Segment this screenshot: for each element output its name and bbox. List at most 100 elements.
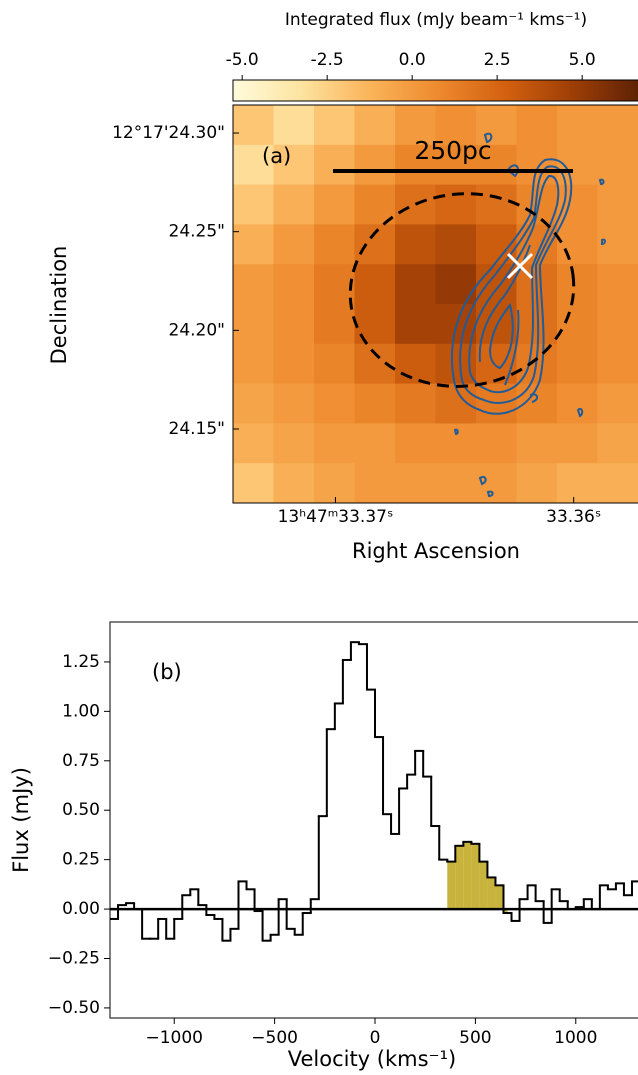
image-pixel <box>233 304 274 344</box>
image-pixel <box>436 224 477 264</box>
panel-label: (b) <box>152 660 182 684</box>
scale-bar-label: 250pc <box>414 136 491 165</box>
image-pixel <box>274 105 315 145</box>
frame <box>110 622 638 1018</box>
image-pixel <box>598 105 638 145</box>
image-pixel <box>274 224 315 264</box>
image-pixel <box>395 344 436 384</box>
shaded-bin <box>495 885 503 909</box>
image-pixel <box>274 423 315 463</box>
image-pixel <box>355 145 396 185</box>
image-pixel <box>314 145 355 185</box>
image-pixel <box>557 384 598 424</box>
image-pixel <box>557 423 598 463</box>
image-pixel <box>395 384 436 424</box>
image-pixel <box>598 185 638 225</box>
y-tick-label: −0.25 <box>48 948 100 968</box>
image-pixel <box>598 423 638 463</box>
image-pixel <box>233 224 274 264</box>
image-pixel <box>598 145 638 185</box>
image-pixel <box>314 423 355 463</box>
image-pixel <box>233 423 274 463</box>
image-pixel <box>476 423 517 463</box>
image-pixel <box>517 105 558 145</box>
y-tick-label: 0.25 <box>62 850 100 870</box>
colorbar-tick-label: 0.0 <box>399 50 426 70</box>
y-tick-label: 1.00 <box>62 701 100 721</box>
x-tick-label: 500 <box>459 1028 491 1048</box>
image-pixel <box>395 224 436 264</box>
image-pixel <box>557 105 598 145</box>
y-axis-label: Declination <box>47 246 71 365</box>
image-pixel <box>598 264 638 304</box>
image-pixel <box>314 224 355 264</box>
image-pixel <box>476 344 517 384</box>
image-pixel <box>314 304 355 344</box>
image-pixel <box>274 344 315 384</box>
image-pixel <box>314 264 355 304</box>
image-pixel <box>233 344 274 384</box>
image-pixel <box>517 423 558 463</box>
y-tick-label: 0.50 <box>62 800 100 820</box>
image-pixel <box>395 423 436 463</box>
image-pixel <box>355 224 396 264</box>
image-pixel <box>517 463 558 503</box>
colorbar-tick-label: 5.0 <box>569 50 596 70</box>
image-pixel <box>355 423 396 463</box>
image-pixel <box>517 145 558 185</box>
image-pixel <box>314 105 355 145</box>
image-pixel <box>436 264 477 304</box>
y-axis-label: Flux (mJy) <box>9 767 33 873</box>
image-pixel <box>355 463 396 503</box>
y-tick-label: 24.15" <box>169 419 226 439</box>
shaded-bin <box>471 844 479 909</box>
image-pixel <box>233 185 274 225</box>
x-tick-label: 0 <box>370 1028 381 1048</box>
image-pixel <box>557 344 598 384</box>
image-pixel <box>395 264 436 304</box>
image-pixel <box>557 264 598 304</box>
image-pixel <box>274 384 315 424</box>
step-risers <box>118 642 632 941</box>
y-tick-label: −0.50 <box>48 998 100 1018</box>
panel-label: (a) <box>262 144 291 168</box>
image-pixel <box>557 224 598 264</box>
x-axis-label: Velocity (kms⁻¹) <box>288 1047 457 1071</box>
x-tick-label: 1000 <box>554 1028 597 1048</box>
shaded-bin <box>455 846 463 909</box>
image-pixel <box>598 384 638 424</box>
image-pixel <box>598 463 638 503</box>
image-pixel <box>395 304 436 344</box>
image-pixel <box>598 344 638 384</box>
image-pixel <box>274 304 315 344</box>
image-pixel <box>355 105 396 145</box>
y-tick-label: 24.25" <box>169 222 226 242</box>
colorbar-label: Integrated flux (mJy beam⁻¹ kms⁻¹) <box>285 10 587 30</box>
x-axis-label: Right Ascension <box>352 539 520 563</box>
image-pixel <box>557 463 598 503</box>
image-pixel <box>233 264 274 304</box>
x-tick-label: 13ʰ47ᵐ33.37ˢ <box>278 507 394 527</box>
y-tick-label: 0.75 <box>62 751 100 771</box>
shaded-bin <box>487 877 495 909</box>
y-tick-label: 12°17'24.30" <box>112 123 225 143</box>
colorbar-tick-label: -5.0 <box>226 50 259 70</box>
image-pixel <box>436 463 477 503</box>
image-pixel <box>314 344 355 384</box>
spectrum-layer <box>110 642 638 941</box>
x-tick-label: −500 <box>251 1028 298 1048</box>
image-pixel <box>274 463 315 503</box>
image-pixel <box>233 463 274 503</box>
image-pixel <box>476 185 517 225</box>
image-pixel <box>598 304 638 344</box>
y-tick-label: 24.20" <box>169 320 226 340</box>
image-pixel <box>233 105 274 145</box>
image-pixel <box>314 384 355 424</box>
x-tick-label: −1000 <box>145 1028 203 1048</box>
y-tick-label: 0.00 <box>62 899 100 919</box>
shaded-bin <box>479 862 487 909</box>
image-pixel <box>355 264 396 304</box>
image-pixel <box>233 384 274 424</box>
image-pixel <box>355 304 396 344</box>
shaded-bin <box>463 842 471 909</box>
